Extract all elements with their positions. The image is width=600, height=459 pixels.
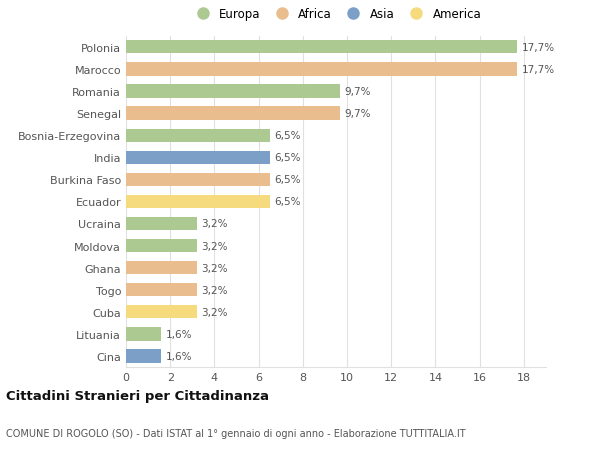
Text: 1,6%: 1,6% (166, 329, 192, 339)
Bar (126, 284, 197, 297)
Text: 3,2%: 3,2% (201, 241, 227, 251)
Bar (126, 85, 340, 98)
Text: 9,7%: 9,7% (345, 87, 371, 97)
Bar (126, 328, 161, 341)
Text: 3,2%: 3,2% (201, 263, 227, 273)
Bar (126, 350, 161, 363)
Legend: Europa, Africa, Asia, America: Europa, Africa, Asia, America (186, 3, 486, 25)
Bar (126, 306, 197, 319)
Text: 6,5%: 6,5% (274, 175, 301, 185)
Text: 6,5%: 6,5% (274, 131, 301, 141)
Text: 3,2%: 3,2% (201, 285, 227, 295)
Text: 6,5%: 6,5% (274, 153, 301, 163)
Bar (126, 218, 197, 230)
Text: 6,5%: 6,5% (274, 197, 301, 207)
Text: 3,2%: 3,2% (201, 219, 227, 229)
Text: 17,7%: 17,7% (521, 65, 555, 75)
Bar (126, 151, 269, 164)
Bar (126, 174, 269, 186)
Text: Cittadini Stranieri per Cittadinanza: Cittadini Stranieri per Cittadinanza (6, 389, 269, 403)
Bar (126, 196, 269, 208)
Bar (126, 240, 197, 252)
Text: 1,6%: 1,6% (166, 351, 192, 361)
Text: 9,7%: 9,7% (345, 109, 371, 119)
Bar (126, 107, 340, 120)
Bar (126, 41, 517, 54)
Bar (126, 129, 269, 142)
Text: 3,2%: 3,2% (201, 307, 227, 317)
Bar (126, 262, 197, 274)
Text: COMUNE DI ROGOLO (SO) - Dati ISTAT al 1° gennaio di ogni anno - Elaborazione TUT: COMUNE DI ROGOLO (SO) - Dati ISTAT al 1°… (6, 428, 466, 438)
Text: 17,7%: 17,7% (521, 43, 555, 53)
Bar (126, 63, 517, 76)
